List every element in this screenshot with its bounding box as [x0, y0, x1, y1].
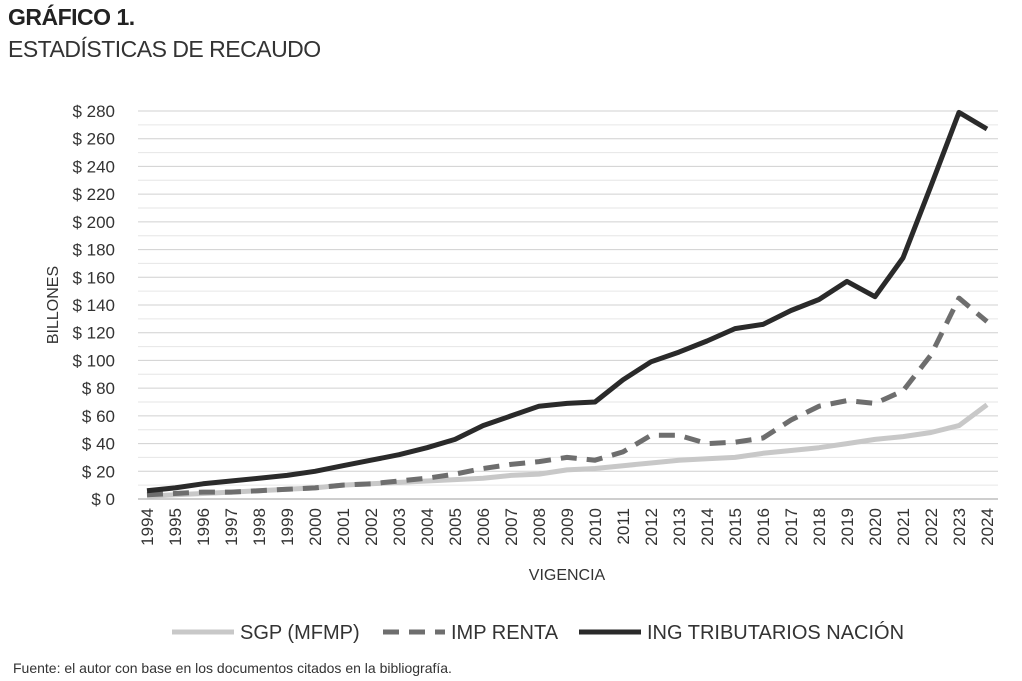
y-tick-label: $ 20	[82, 462, 115, 481]
x-tick-label: 2002	[362, 508, 381, 546]
y-axis-ticks: $ 0 $ 20 $ 40 $ 60 $ 80 $ 100 $ 120 $ 140 $ 160 $…	[72, 102, 115, 509]
grid-lines	[138, 110, 998, 486]
x-tick-label: 2013	[670, 508, 689, 546]
x-tick-label: 2008	[530, 508, 549, 546]
x-axis-ticks: 1994 1995 1996 1997 1998 1999 2000 2001 2002 2003…	[138, 508, 997, 546]
x-tick-label: 2004	[418, 508, 437, 546]
y-tick-label: $ 280	[72, 102, 115, 121]
x-tick-label: 2019	[838, 508, 857, 546]
x-tick-label: 2021	[894, 508, 913, 546]
series-lines	[146, 109, 989, 499]
figure-title: ESTADÍSTICAS DE RECAUDO	[8, 36, 321, 62]
x-tick-label: 2024	[978, 508, 997, 546]
x-tick-label: 1997	[222, 508, 241, 546]
legend-label: IMP RENTA	[451, 622, 559, 644]
x-tick-label: 1994	[138, 508, 157, 546]
x-tick-label: 1998	[250, 508, 269, 546]
x-tick-label: 2014	[698, 508, 717, 546]
x-tick-label: 2016	[754, 508, 773, 546]
y-tick-label: $ 100	[72, 351, 115, 370]
x-tick-label: 2003	[390, 508, 409, 546]
y-tick-label: $ 200	[72, 213, 115, 232]
x-tick-label: 1995	[166, 508, 185, 546]
x-tick-label: 1999	[278, 508, 297, 546]
y-tick-label: $ 80	[82, 379, 115, 398]
y-tick-label: $ 220	[72, 185, 115, 204]
y-tick-label: $ 160	[72, 268, 115, 287]
y-tick-label: $ 180	[72, 241, 115, 260]
y-axis-title: BILLONES	[45, 266, 62, 344]
x-tick-label: 2009	[558, 508, 577, 546]
x-tick-label: 2011	[614, 508, 633, 545]
series-line-1	[146, 402, 989, 499]
figure-label: GRÁFICO 1.	[8, 4, 135, 30]
y-tick-label: $ 40	[82, 435, 115, 454]
y-tick-label: $ 0	[91, 490, 115, 509]
x-tick-label: 1996	[194, 508, 213, 546]
series-line-2	[146, 295, 989, 498]
x-tick-label: 2023	[950, 508, 969, 546]
x-tick-label: 2000	[306, 508, 325, 546]
x-tick-label: 2005	[446, 508, 465, 546]
legend: SGP (MFMP) IMP RENTA ING TRIBUTARIOS NACIÓ…	[172, 621, 904, 644]
y-tick-label: $ 240	[72, 157, 115, 176]
x-tick-label: 2020	[866, 508, 885, 546]
x-tick-label: 2015	[726, 508, 745, 546]
legend-label: SGP (MFMP)	[240, 622, 360, 644]
y-tick-label: $ 60	[82, 407, 115, 426]
x-tick-label: 2010	[586, 508, 605, 546]
x-tick-label: 2018	[810, 508, 829, 546]
series-line-3	[146, 109, 989, 494]
x-tick-label: 2006	[474, 508, 493, 546]
y-tick-label: $ 260	[72, 130, 115, 149]
x-tick-label: 2017	[782, 508, 801, 546]
legend-label: ING TRIBUTARIOS NACIÓN	[647, 621, 904, 644]
y-tick-label: $ 120	[72, 324, 115, 343]
x-tick-label: 2007	[502, 508, 521, 546]
source-note: Fuente: el autor con base en los documen…	[13, 660, 452, 676]
y-tick-label: $ 140	[72, 296, 115, 315]
x-axis-title: VIGENCIA	[529, 567, 606, 584]
x-tick-label: 2022	[922, 508, 941, 546]
x-tick-label: 2001	[334, 508, 353, 546]
x-tick-label: 2012	[642, 508, 661, 546]
